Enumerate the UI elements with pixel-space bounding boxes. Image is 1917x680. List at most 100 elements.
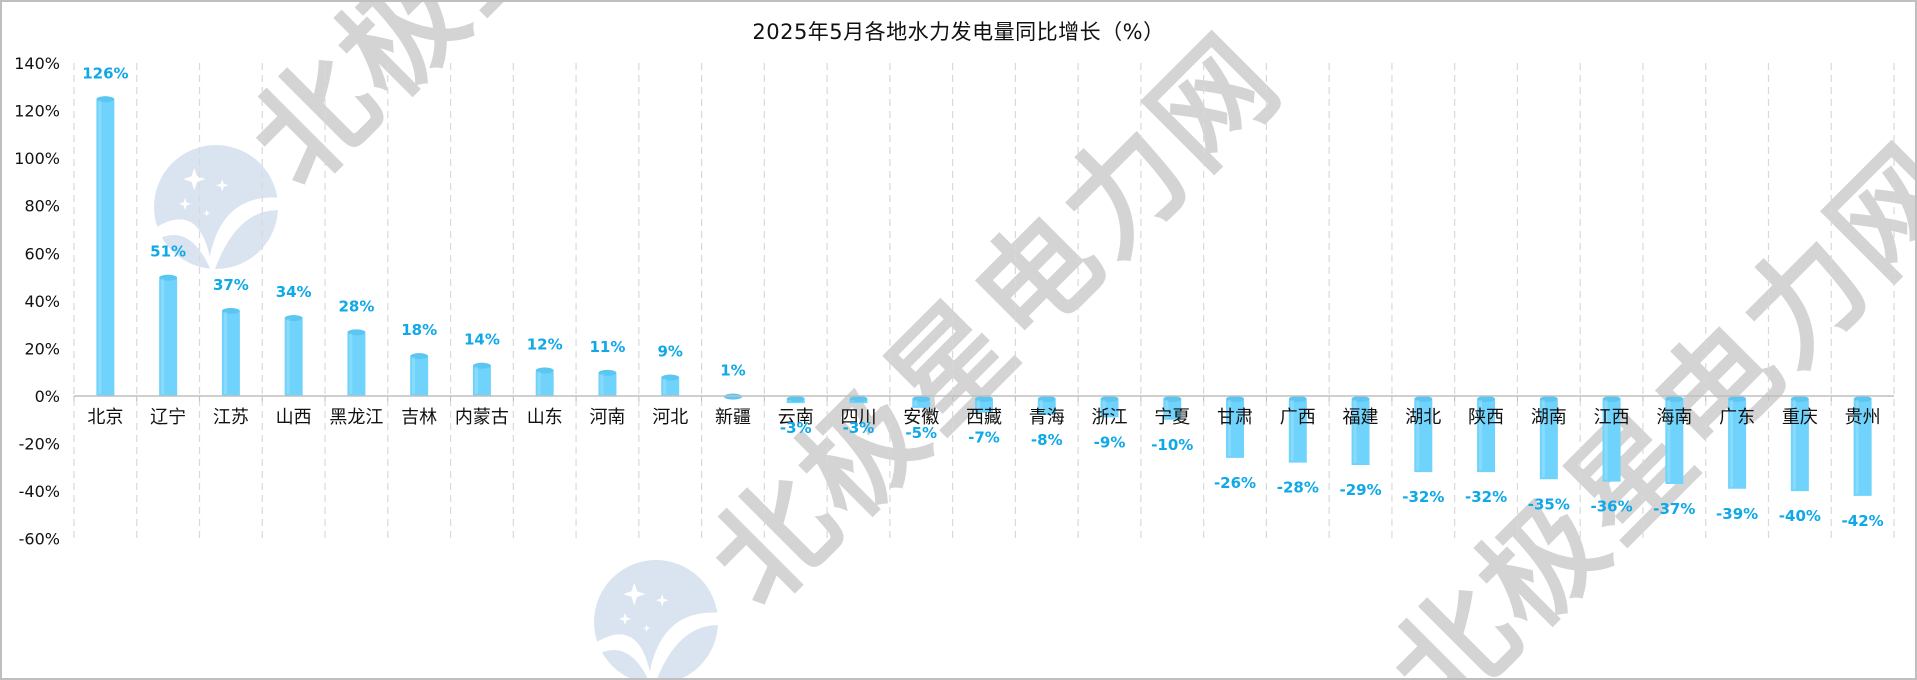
data-label: 51%: [150, 243, 186, 261]
x-category-label: 吉林: [401, 407, 437, 428]
x-category-label: 四川: [840, 407, 876, 428]
data-label: -37%: [1653, 500, 1695, 518]
x-category-label: 湖北: [1405, 407, 1441, 428]
data-label: 126%: [82, 64, 128, 82]
y-axis: 140% 120% 100% 80% 60% 40% 20% 0% -20% -40% -60%: [14, 54, 60, 549]
x-category-label: 江苏: [213, 407, 249, 428]
bar: [1351, 396, 1370, 465]
bar: [1414, 396, 1433, 473]
y-tick-label: 140%: [14, 54, 60, 73]
x-category-label: 河南: [589, 407, 625, 428]
data-label: -29%: [1339, 481, 1381, 499]
x-category-label: 湖南: [1531, 407, 1567, 428]
bar: [1539, 396, 1558, 480]
data-label: -9%: [1094, 433, 1126, 451]
bar: [1602, 396, 1621, 482]
x-axis: 北京 辽宁 江苏 山西 黑龙江 吉林 内蒙古 山东 河南 河北 新疆 云南 四川 安徽 西藏 青海 浙江 宁夏 甘肃…: [73, 395, 1894, 428]
data-label: -42%: [1842, 512, 1884, 530]
x-category-label: 陕西: [1468, 407, 1504, 428]
data-label: -7%: [968, 429, 1000, 447]
y-tick-label: -60%: [19, 530, 60, 549]
y-tick-label: 0%: [35, 387, 60, 406]
bar: [849, 396, 868, 404]
y-tick-label: 80%: [24, 197, 60, 216]
x-category-label: 内蒙古: [455, 407, 509, 428]
data-label: -39%: [1716, 505, 1758, 523]
x-category-label: 辽宁: [150, 407, 186, 428]
bar: [786, 396, 805, 404]
data-label: 9%: [657, 343, 682, 361]
x-category-label: 山东: [527, 407, 563, 428]
y-tick-label: -40%: [19, 482, 60, 501]
chart-title: 2025年5月各地水力发电量同比增长（%）: [752, 20, 1165, 44]
x-category-label: 广东: [1719, 407, 1755, 428]
data-label: -3%: [780, 419, 812, 437]
bar: [1790, 396, 1809, 492]
watermark-logo-icon: [154, 145, 278, 276]
data-label: 18%: [401, 321, 437, 339]
watermark-logo-icon: [594, 560, 718, 678]
watermark: 北极星电力网北极星电力网北极星电力网: [154, 2, 1917, 680]
bar: [1100, 396, 1119, 418]
data-label: -28%: [1277, 479, 1319, 497]
x-category-label: 宁夏: [1154, 407, 1190, 428]
data-label: 1%: [720, 362, 745, 380]
data-label: 11%: [589, 338, 625, 356]
data-label: -36%: [1591, 498, 1633, 516]
x-category-label: 云南: [778, 407, 814, 428]
data-label: -26%: [1214, 474, 1256, 492]
bar: [1037, 396, 1056, 416]
data-label: -5%: [905, 424, 937, 442]
bar: [1853, 396, 1872, 496]
bar: [472, 362, 491, 396]
x-category-label: 西藏: [966, 407, 1002, 428]
y-tick-label: 40%: [24, 292, 60, 311]
y-tick-label: 100%: [14, 149, 60, 168]
bar: [284, 315, 303, 396]
bar: [96, 96, 115, 397]
data-label: -3%: [843, 419, 875, 437]
data-label: -32%: [1465, 488, 1507, 506]
watermark-text: 北极星电力网: [1364, 118, 1917, 680]
x-category-label: 海南: [1656, 407, 1692, 428]
bar: [975, 396, 993, 413]
bar: [410, 353, 429, 396]
data-label: -35%: [1528, 495, 1570, 513]
y-tick-label: 20%: [24, 339, 60, 358]
x-category-label: 新疆: [715, 407, 751, 428]
data-labels: 126% 51% 37% 34% 28% 18% 14% 12% 11% 9% 1% -3% -3% -5…: [82, 64, 1883, 530]
x-category-label: 贵州: [1845, 407, 1881, 428]
bar: [535, 367, 554, 396]
bar: [1728, 396, 1747, 489]
bar: [1665, 396, 1684, 485]
bar: [1477, 396, 1496, 473]
data-label: -8%: [1031, 431, 1063, 449]
data-label: 37%: [213, 276, 249, 294]
bar: [1163, 396, 1182, 420]
y-tick-label: -20%: [19, 435, 60, 454]
data-label: 28%: [338, 297, 374, 315]
x-category-label: 浙江: [1092, 407, 1128, 428]
bar: [159, 274, 178, 396]
x-category-label: 安徽: [903, 407, 939, 428]
x-category-label: 广西: [1280, 407, 1316, 428]
data-label: -10%: [1151, 436, 1193, 454]
gridlines: [73, 63, 1895, 542]
data-label: 34%: [276, 283, 312, 301]
y-tick-label: 60%: [24, 244, 60, 263]
bar: [1288, 396, 1307, 463]
x-category-label: 江西: [1594, 407, 1630, 428]
data-label: -32%: [1402, 488, 1444, 506]
x-category-label: 北京: [87, 407, 123, 428]
data-label: 12%: [527, 335, 563, 353]
x-category-label: 青海: [1029, 407, 1065, 428]
bar: [912, 396, 931, 408]
bar: [661, 374, 680, 396]
bar: [1226, 396, 1245, 458]
y-tick-label: 120%: [14, 102, 60, 121]
bar: [598, 369, 617, 396]
bar: [221, 307, 240, 396]
data-label: 14%: [464, 331, 500, 349]
